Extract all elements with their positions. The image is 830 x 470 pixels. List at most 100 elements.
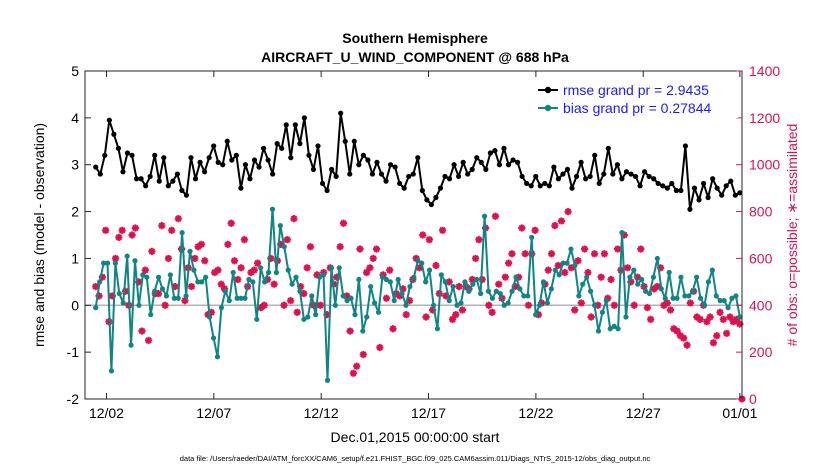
obs-assimilated-marker: [280, 301, 288, 309]
rmse-point: [583, 176, 589, 182]
obs-assimilated-marker: [115, 233, 123, 241]
bias-point: [344, 298, 350, 304]
legend-bias-label: bias grand pr = 0.27844: [563, 100, 711, 116]
rmse-point: [592, 152, 598, 158]
rmse-point: [120, 169, 126, 175]
rmse-point: [347, 171, 353, 177]
bias-point: [415, 258, 421, 264]
bias-point: [391, 298, 397, 304]
bias-point: [686, 293, 692, 299]
rmse-point: [260, 145, 267, 151]
bias-point: [733, 293, 739, 299]
obs-assimilated-marker: [673, 327, 681, 335]
rmse-point: [651, 176, 657, 182]
bias-point: [203, 274, 209, 280]
bias-point: [701, 302, 708, 308]
rmse-point: [161, 155, 167, 161]
footnote: data file: /Users/raeder/DAI/ATM_forcXX/…: [180, 454, 651, 463]
rmse-point: [483, 166, 489, 172]
rmse-point: [111, 131, 117, 137]
bias-point: [297, 288, 303, 294]
obs-assimilated-marker: [564, 207, 572, 216]
obs-assimilated-marker: [696, 315, 704, 323]
bias-point: [289, 281, 295, 287]
bias-point: [662, 295, 668, 301]
obs-assimilated-marker: [620, 231, 628, 239]
bias-point: [635, 281, 641, 287]
obs-assimilated-marker: [293, 308, 301, 316]
rmse-point: [319, 180, 326, 187]
bias-point: [195, 279, 201, 285]
y-right-tick-label: 400: [749, 297, 773, 313]
obs-assimilated-marker: [736, 320, 744, 328]
rmse-point: [623, 169, 630, 175]
obs-assimilated-marker: [339, 219, 348, 227]
bias-series-layer: [93, 206, 743, 383]
x-tick-label: 12/12: [304, 405, 339, 421]
obs-assimilated-marker: [227, 219, 235, 227]
rmse-point: [682, 143, 689, 149]
bias-point: [529, 234, 535, 240]
bias-point: [478, 290, 484, 297]
bias-point: [540, 279, 547, 285]
obs-assimilated-marker: [670, 325, 678, 333]
legend-rmse-marker: [544, 86, 552, 94]
obs-assimilated-marker: [709, 339, 718, 347]
rmse-point: [587, 173, 593, 180]
bias-point: [705, 279, 712, 285]
chart-title: Southern Hemisphere: [342, 30, 488, 46]
obs-assimilated-marker: [234, 275, 242, 284]
rmse-point: [460, 159, 466, 165]
rmse-point: [687, 206, 693, 212]
bias-point: [446, 298, 452, 304]
bias-point: [729, 295, 735, 301]
obs-assimilated-marker: [531, 226, 539, 234]
bias-point: [599, 309, 605, 315]
obs-assimilated-marker: [455, 282, 463, 291]
bias-point: [144, 274, 150, 280]
rmse-point: [247, 176, 253, 182]
bias-point: [187, 248, 193, 254]
rmse-point: [655, 180, 661, 187]
bias-point: [462, 279, 468, 285]
obs-assimilated-marker: [181, 297, 189, 305]
rmse-point: [705, 194, 711, 201]
obs-assimilated-marker: [429, 306, 437, 314]
rmse-point: [124, 150, 131, 156]
rmse-point: [596, 180, 602, 187]
rmse-point: [238, 185, 244, 191]
obs-assimilated-marker: [716, 308, 724, 316]
bias-point: [474, 276, 480, 283]
obs-assimilated-marker: [676, 332, 684, 340]
bias-point: [497, 290, 503, 297]
obs-assimilated-marker: [353, 362, 361, 370]
bias-point: [670, 295, 676, 301]
obs-assimilated-marker: [207, 308, 215, 316]
bias-point: [407, 283, 413, 290]
bias-point: [678, 274, 684, 280]
obs-assimilated-marker: [623, 264, 632, 272]
obs-assimilated-marker: [290, 215, 298, 223]
rmse-point: [138, 176, 144, 182]
rmse-point: [356, 162, 362, 168]
bias-point: [454, 302, 460, 308]
obs-assimilated-marker: [187, 282, 196, 291]
rmse-point: [691, 185, 698, 191]
obs-assimilated-marker: [214, 266, 222, 274]
bias-point: [254, 316, 260, 322]
obs-assimilated-marker: [131, 224, 139, 232]
bias-point: [336, 265, 342, 271]
y-axis-right-label: # of obs: o=possible; ∗=assimilated: [784, 124, 800, 347]
obs-assimilated-marker: [333, 273, 341, 281]
obs-assimilated-marker: [247, 268, 255, 277]
bias-point: [674, 295, 680, 301]
obs-assimilated-marker: [141, 266, 149, 274]
obs-assimilated-marker: [128, 231, 136, 239]
bias-point: [120, 300, 126, 306]
rmse-point: [678, 187, 684, 194]
bias-point: [560, 260, 566, 266]
rmse-point: [528, 183, 534, 189]
obs-assimilated-marker: [706, 313, 714, 321]
obs-assimilated-marker: [686, 299, 694, 307]
obs-assimilated-marker: [587, 313, 595, 321]
